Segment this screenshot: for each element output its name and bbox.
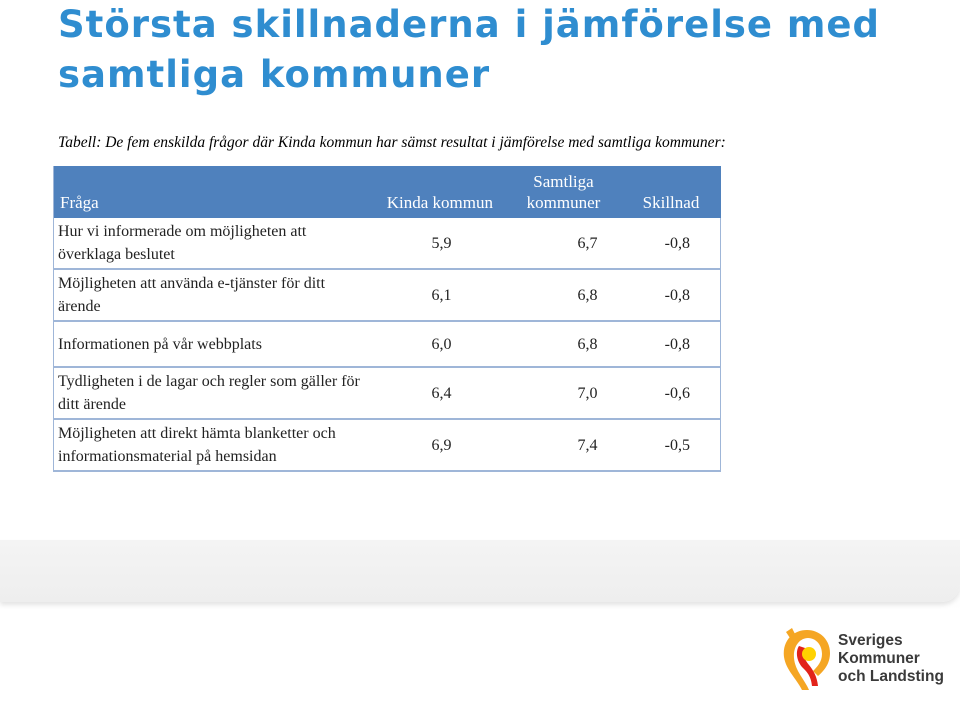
header-all-line2: kommuner xyxy=(526,193,601,212)
row-diff-value: -0,6 xyxy=(621,367,721,420)
row-all-value: 7,4 xyxy=(505,419,622,472)
table-row: Möjligheten att direkt hämta blanketter … xyxy=(53,419,721,472)
row-question: Tydligheten i de lagar och regler som gä… xyxy=(53,367,367,420)
table-header-row: Fråga Kinda kommun Samtliga kommuner Ski… xyxy=(53,166,721,218)
row-diff-value: -0,5 xyxy=(621,419,721,472)
logo-line3: och Landsting xyxy=(838,668,944,685)
header-kinda: Kinda kommun xyxy=(366,166,506,218)
skl-logo-text: Sveriges Kommuner och Landsting xyxy=(838,632,944,686)
header-question: Fråga xyxy=(53,166,367,218)
row-kinda-value: 5,9 xyxy=(366,218,506,270)
results-table: Fråga Kinda kommun Samtliga kommuner Ski… xyxy=(53,166,721,472)
table-row: Hur vi informerade om möjligheten att öv… xyxy=(53,218,721,270)
table-caption: Tabell: De fem enskilda frågor där Kinda… xyxy=(58,134,726,151)
row-all-value: 6,8 xyxy=(505,269,622,322)
row-diff-value: -0,8 xyxy=(621,218,721,270)
row-all-value: 6,7 xyxy=(505,218,622,270)
logo-line2: Kommuner xyxy=(838,650,920,667)
row-kinda-value: 6,9 xyxy=(366,419,506,472)
logo-line1: Sveriges xyxy=(838,632,903,649)
row-question: Informationen på vår webbplats xyxy=(53,321,367,368)
row-diff-value: -0,8 xyxy=(621,269,721,322)
header-all-municipalities: Samtliga kommuner xyxy=(505,166,622,218)
skl-logo-mark-icon xyxy=(783,628,830,690)
row-kinda-value: 6,1 xyxy=(366,269,506,322)
slide-title: Största skillnaderna i jämförelse med sa… xyxy=(58,3,881,96)
row-diff-value: -0,8 xyxy=(621,321,721,368)
header-all-line1: Samtliga xyxy=(533,172,594,191)
header-diff: Skillnad xyxy=(621,166,721,218)
row-question: Möjligheten att direkt hämta blanketter … xyxy=(53,419,367,472)
row-kinda-value: 6,0 xyxy=(366,321,506,368)
row-kinda-value: 6,4 xyxy=(366,367,506,420)
footer-band-shadow xyxy=(0,540,960,602)
skl-logo: Sveriges Kommuner och Landsting xyxy=(778,624,948,692)
table-row: Informationen på vår webbplats 6,0 6,8 -… xyxy=(53,321,721,368)
table-row: Möjligheten att använda e-tjänster för d… xyxy=(53,269,721,322)
table-row: Tydligheten i de lagar och regler som gä… xyxy=(53,367,721,420)
row-all-value: 6,8 xyxy=(505,321,622,368)
row-all-value: 7,0 xyxy=(505,367,622,420)
row-question: Hur vi informerade om möjligheten att öv… xyxy=(53,218,367,270)
row-question: Möjligheten att använda e-tjänster för d… xyxy=(53,269,367,322)
